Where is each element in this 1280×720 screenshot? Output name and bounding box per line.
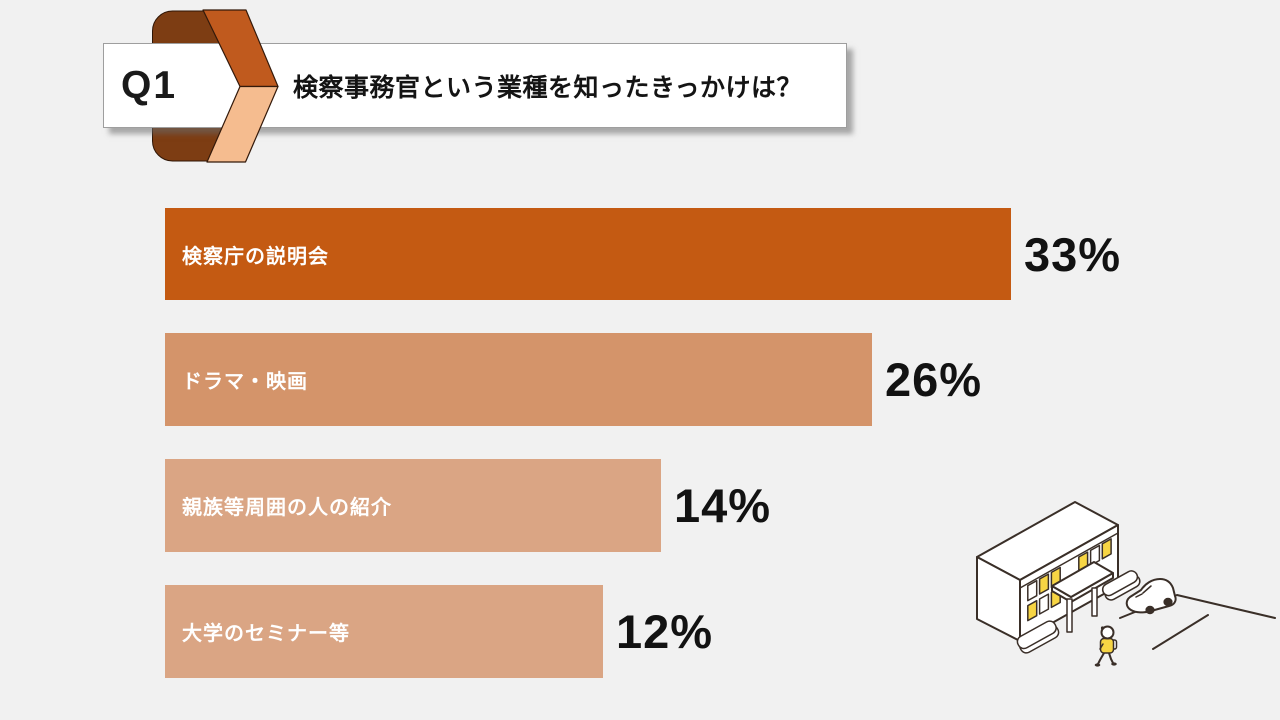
bar-row: ドラマ・映画 26% xyxy=(165,333,982,426)
bar-label: ドラマ・映画 xyxy=(182,371,308,393)
canopy xyxy=(1051,561,1114,633)
car-wheel xyxy=(1163,597,1173,607)
canopy-pillar xyxy=(1066,598,1073,633)
hair-bun xyxy=(1100,626,1105,630)
hedge xyxy=(1101,570,1141,601)
walking-person xyxy=(1094,625,1118,667)
window xyxy=(1027,579,1038,602)
question-badge: Q1 xyxy=(121,63,178,107)
bar: 大学のセミナー等 xyxy=(165,585,603,678)
bar-row: 検察庁の説明会 33% xyxy=(165,208,1121,300)
car-wheel xyxy=(1145,605,1155,615)
bar: 検察庁の説明会 xyxy=(165,208,1011,300)
bar-value-label: 12% xyxy=(616,605,714,658)
bar-label: 検察庁の説明会 xyxy=(182,245,329,268)
head xyxy=(1100,625,1115,640)
window xyxy=(1038,573,1050,595)
window xyxy=(1101,538,1112,560)
hedge xyxy=(1016,620,1060,654)
bar-value-label: 33% xyxy=(1024,227,1122,281)
canopy-pillar xyxy=(1091,587,1098,617)
bar-label: 大学のセミナー等 xyxy=(182,623,350,645)
bar: ドラマ・映画 xyxy=(165,333,872,426)
window xyxy=(1038,593,1050,615)
bar: 親族等周囲の人の紹介 xyxy=(165,459,661,552)
building-illustration xyxy=(976,501,1276,667)
car-icon xyxy=(1125,578,1177,615)
bar-label: 親族等周囲の人の紹介 xyxy=(182,497,392,519)
shoe xyxy=(1094,663,1101,667)
window xyxy=(1027,599,1038,622)
bar-row: 親族等周囲の人の紹介 14% xyxy=(165,459,771,552)
bar-value-label: 14% xyxy=(674,479,772,532)
bar-value-label: 26% xyxy=(885,353,983,406)
window xyxy=(1089,544,1101,567)
question-title: 検察事務官という業種を知ったきっかけは？ xyxy=(293,73,803,102)
bar-row: 大学のセミナー等 12% xyxy=(165,585,713,678)
shoe xyxy=(1111,662,1117,666)
